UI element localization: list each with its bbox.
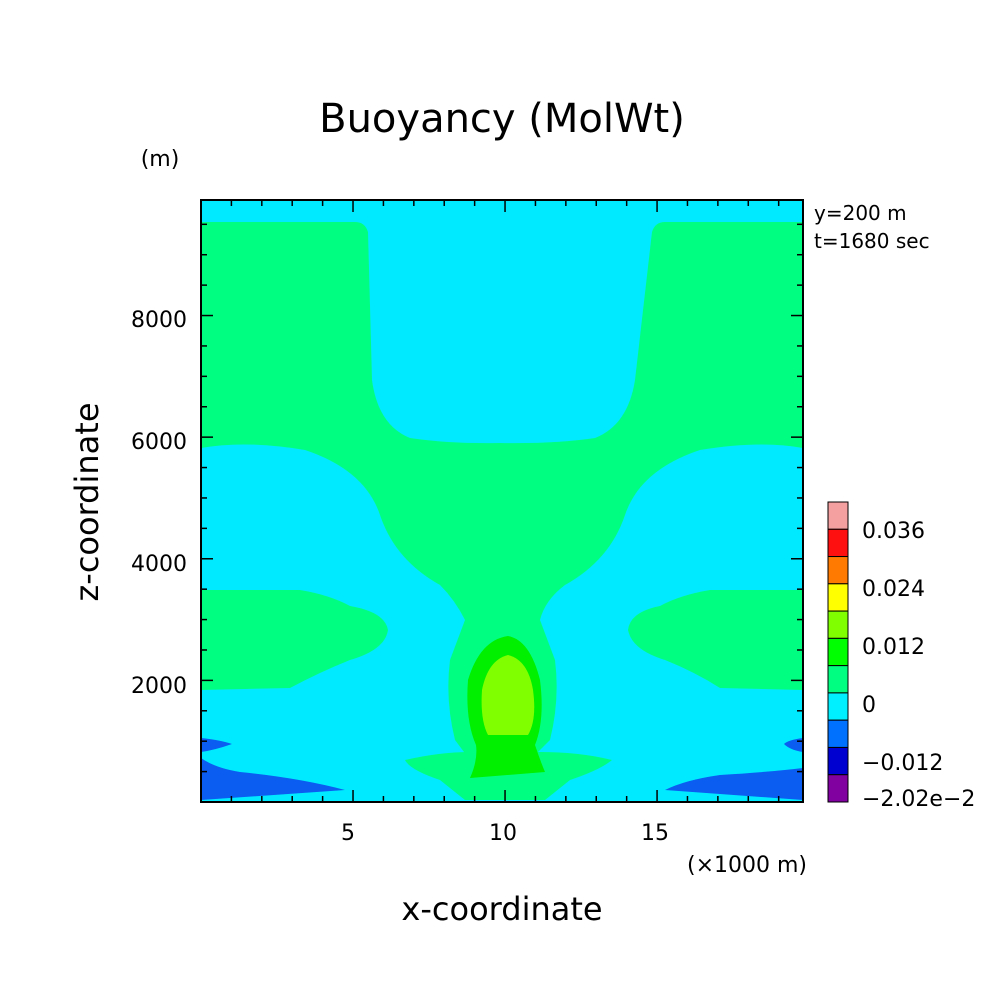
contour-region-upper-positive xyxy=(201,222,803,760)
colorbar-label: −0.012 xyxy=(862,751,943,776)
y-unit-label: (m) xyxy=(141,147,180,172)
y-axis-label: z-coordinate xyxy=(68,402,106,601)
plot-frame xyxy=(200,199,804,803)
chart-title: Buoyancy (MolWt) xyxy=(319,96,685,142)
colorbar xyxy=(827,501,849,803)
colorbar-swatch xyxy=(827,610,849,639)
y-tick-label: 4000 xyxy=(131,552,187,577)
colorbar-swatch xyxy=(827,637,849,667)
colorbar-swatch xyxy=(827,583,849,612)
contour-region-bottom-positive xyxy=(405,752,612,800)
contour-region-core-0018 xyxy=(481,655,535,735)
colorbar-swatch xyxy=(827,692,849,721)
colorbar-label: 0 xyxy=(862,693,876,718)
colorbar-swatch xyxy=(827,501,849,530)
minor-ticks xyxy=(201,200,803,802)
contour-plot-area xyxy=(200,199,804,803)
annotation-time: t=1680 sec xyxy=(814,229,930,253)
colorbar-swatch xyxy=(827,665,849,694)
colorbar-swatch xyxy=(827,746,849,776)
colorbar-label: −2.02e−2 xyxy=(862,787,975,812)
x-tick-label: 15 xyxy=(641,821,669,846)
colorbar-label: 0.024 xyxy=(862,577,925,602)
y-tick-label: 2000 xyxy=(131,674,187,699)
contour-region-right-negative xyxy=(665,738,803,800)
colorbar-swatch xyxy=(827,719,849,748)
colorbar-label: 0.036 xyxy=(862,519,925,544)
contour-region-right-lobe xyxy=(628,590,803,690)
x-tick-label: 10 xyxy=(489,821,517,846)
colorbar-label: 0.012 xyxy=(862,635,925,660)
colorbar-swatch xyxy=(827,528,849,558)
colorbar-swatch xyxy=(827,556,849,585)
x-unit-label: (×1000 m) xyxy=(687,853,807,878)
contour-region-left-lobe xyxy=(201,590,388,690)
x-axis-label: x-coordinate xyxy=(401,890,602,928)
annotation-y-position: y=200 m xyxy=(814,201,907,225)
x-tick-label: 5 xyxy=(341,821,355,846)
contour-region-left-negative xyxy=(201,738,345,800)
colorbar-swatch xyxy=(827,774,849,803)
y-tick-label: 8000 xyxy=(131,308,187,333)
y-tick-label: 6000 xyxy=(131,430,187,455)
